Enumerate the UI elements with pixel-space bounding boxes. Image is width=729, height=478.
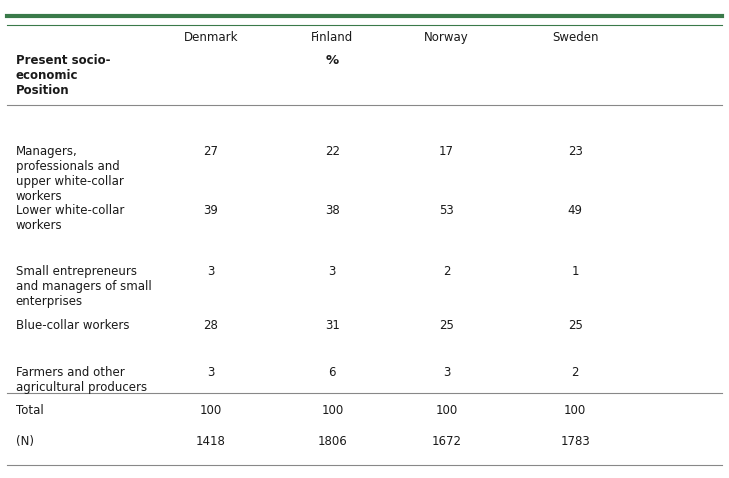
Text: 28: 28 [203,319,219,332]
Text: 1783: 1783 [561,435,590,448]
Text: 25: 25 [439,319,454,332]
Text: 6: 6 [329,367,336,380]
Text: 2: 2 [443,265,451,278]
Text: 1: 1 [572,265,579,278]
Text: 100: 100 [200,404,222,417]
Text: 100: 100 [321,404,343,417]
Text: 1672: 1672 [432,435,461,448]
Text: 53: 53 [440,204,454,217]
Text: 17: 17 [439,145,454,158]
Text: %: % [326,54,339,67]
Text: Norway: Norway [424,31,469,43]
Text: Managers,
professionals and
upper white-collar
workers: Managers, professionals and upper white-… [16,145,124,203]
Text: 23: 23 [568,145,582,158]
Text: 25: 25 [568,319,582,332]
Text: 100: 100 [564,404,586,417]
Text: Lower white-collar
workers: Lower white-collar workers [16,204,124,232]
Text: 1418: 1418 [196,435,226,448]
Text: Denmark: Denmark [184,31,238,43]
Text: 38: 38 [325,204,340,217]
Text: 39: 39 [203,204,219,217]
Text: 22: 22 [325,145,340,158]
Text: Farmers and other
agricultural producers: Farmers and other agricultural producers [16,367,147,394]
Text: Sweden: Sweden [552,31,599,43]
Text: 3: 3 [443,367,451,380]
Text: Blue-collar workers: Blue-collar workers [16,319,129,332]
Text: 3: 3 [207,367,214,380]
Text: (N): (N) [16,435,34,448]
Text: Small entrepreneurs
and managers of small
enterprises: Small entrepreneurs and managers of smal… [16,265,152,308]
Text: 2: 2 [572,367,579,380]
Text: 31: 31 [325,319,340,332]
Text: 100: 100 [435,404,458,417]
Text: 3: 3 [329,265,336,278]
Text: 49: 49 [568,204,582,217]
Text: Finland: Finland [311,31,354,43]
Text: Total: Total [16,404,44,417]
Text: Present socio-
economic
Position: Present socio- economic Position [16,54,110,97]
Text: 27: 27 [203,145,219,158]
Text: 3: 3 [207,265,214,278]
Text: 1806: 1806 [317,435,347,448]
